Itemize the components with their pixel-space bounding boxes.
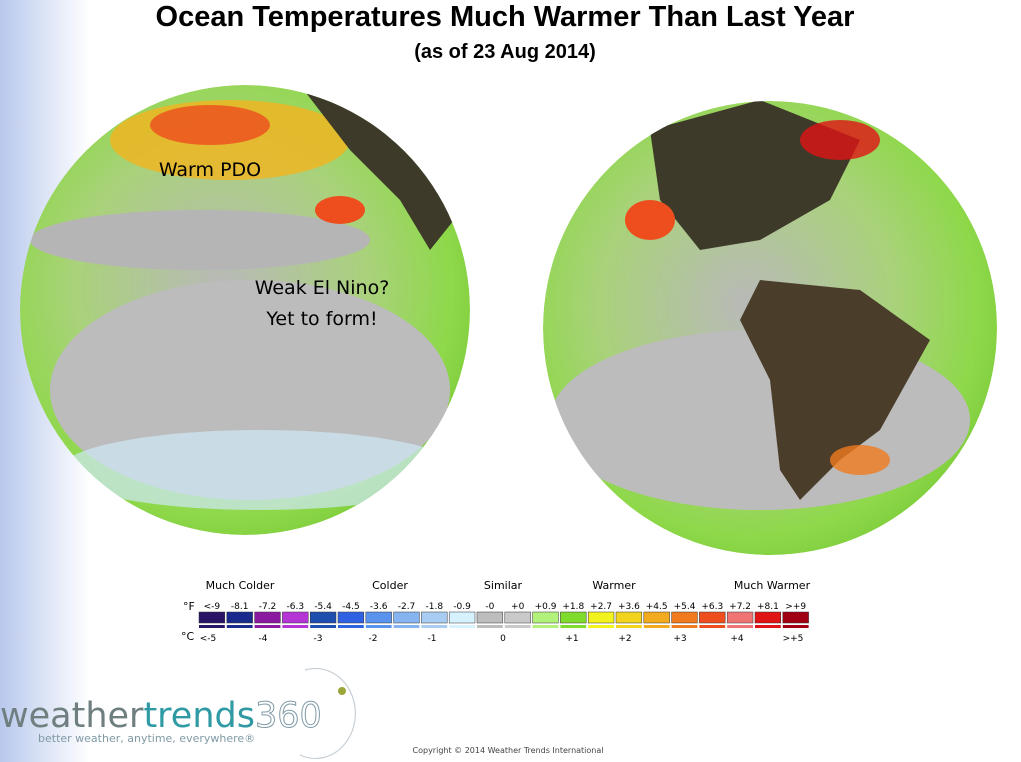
legend-swatch: [671, 611, 698, 624]
legend-swatch-underline: [699, 625, 726, 628]
legend-swatch-underline: [393, 625, 420, 628]
f-label: +0: [511, 602, 525, 612]
f-label: +5.4: [674, 602, 696, 612]
f-label: -5.4: [314, 602, 332, 612]
legend-swatch: [754, 611, 782, 624]
legend-swatch-underline: [504, 625, 531, 628]
legend: °F °C Much Colder Colder Similar Warmer Much…: [181, 579, 811, 644]
legend-swatch-underline: [588, 625, 614, 628]
c-label: >+5: [783, 634, 804, 644]
legend-swatch-underline: [782, 625, 809, 628]
f-label: -7.2: [259, 602, 277, 612]
legend-swatch: [643, 611, 670, 624]
f-label: -0.9: [453, 602, 471, 612]
legend-category: Warmer: [592, 579, 636, 592]
legend-swatch: [309, 611, 337, 624]
legend-swatch: [393, 611, 420, 624]
f-unit: °F: [183, 600, 195, 613]
legend-category: Much Colder: [206, 579, 275, 592]
logo-part: weather: [0, 696, 144, 736]
legend-swatch: [365, 611, 392, 624]
f-label: -3.6: [370, 602, 388, 612]
f-label: >+9: [785, 602, 806, 612]
legend-swatch: [782, 611, 809, 624]
f-label: -0: [485, 602, 494, 612]
legend-swatch: [448, 611, 476, 624]
f-label: +7.2: [729, 602, 751, 612]
f-label: +3.6: [618, 602, 640, 612]
legend-swatch: [699, 611, 726, 624]
title: Ocean Temperatures Much Warmer Than Last…: [156, 1, 855, 33]
legend-swatch-underline: [616, 625, 642, 628]
f-label: +0.9: [535, 602, 557, 612]
tagline: better weather, anytime, everywhere®: [38, 732, 255, 745]
legend-swatch: [282, 611, 309, 624]
c-label: +4: [730, 634, 744, 644]
c-label: +3: [673, 634, 686, 644]
legend-swatch: [421, 611, 448, 624]
legend-swatch: [560, 611, 587, 624]
c-unit: °C: [181, 630, 195, 643]
legend-category: Similar: [484, 579, 523, 592]
f-label: +6.3: [701, 602, 723, 612]
legend-swatch: [587, 611, 615, 624]
c-label: -2: [369, 634, 378, 644]
legend-category: Colder: [372, 579, 408, 592]
legend-swatch-underline: [671, 625, 698, 628]
legend-swatch-underline: [421, 625, 448, 628]
legend-swatch-underline: [477, 625, 503, 628]
copyright: Copyright © 2014 Weather Trends Internat…: [413, 746, 604, 755]
legend-swatch-underline: [560, 625, 587, 628]
c-label: -1: [428, 634, 437, 644]
legend-swatch-underline: [226, 625, 253, 628]
annotation: Yet to form!: [265, 308, 377, 330]
legend-swatch-underline: [199, 625, 225, 628]
c-label: <-5: [200, 634, 217, 644]
legend-swatch-underline: [727, 625, 753, 628]
c-label: -4: [259, 634, 268, 644]
legend-swatch-underline: [365, 625, 392, 628]
legend-swatch: [198, 611, 226, 624]
legend-swatch: [476, 611, 504, 624]
logo-part: trends: [143, 696, 255, 736]
annotation: Warm PDO: [159, 159, 261, 181]
c-label: +1: [565, 634, 578, 644]
legend-swatch-underline: [338, 625, 364, 628]
legend-swatch-underline: [254, 625, 281, 628]
legend-swatch-underline: [449, 625, 475, 628]
f-label: +8.1: [757, 602, 779, 612]
legend-swatch: [532, 611, 559, 624]
legend-swatch-underline: [282, 625, 309, 628]
f-label: +4.5: [646, 602, 668, 612]
legend-swatch-underline: [532, 625, 559, 628]
subtitle: (as of 23 Aug 2014): [414, 41, 596, 63]
f-label: -6.3: [287, 602, 305, 612]
logo: weathertrends360: [0, 696, 322, 736]
logo-part: 360: [255, 696, 322, 736]
right-globe: [543, 101, 997, 555]
f-label: -4.5: [342, 602, 360, 612]
legend-category: Much Warmer: [734, 579, 811, 592]
legend-swatch-underline: [643, 625, 670, 628]
c-label: -3: [314, 634, 323, 644]
f-label: -2.7: [398, 602, 416, 612]
legend-swatch: [504, 611, 531, 624]
f-label: +1.8: [562, 602, 584, 612]
legend-swatch: [726, 611, 754, 624]
legend-swatch-underline: [310, 625, 336, 628]
c-label: 0: [500, 634, 506, 644]
f-label: -8.1: [231, 602, 249, 612]
legend-swatch: [254, 611, 281, 624]
legend-swatch: [615, 611, 643, 624]
f-label: +2.7: [590, 602, 612, 612]
legend-swatch: [337, 611, 365, 624]
annotation: Weak El Nino?: [255, 277, 390, 299]
f-label: <-9: [204, 602, 221, 612]
legend-swatch: [226, 611, 253, 624]
legend-swatch-underline: [755, 625, 781, 628]
f-label: -1.8: [426, 602, 444, 612]
c-label: +2: [618, 634, 631, 644]
